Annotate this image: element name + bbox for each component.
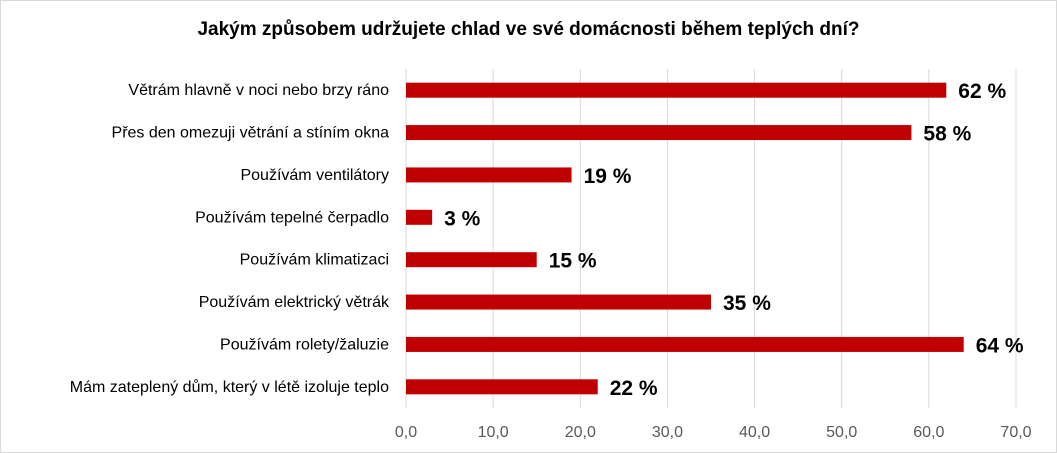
bar	[406, 252, 537, 268]
data-label: 3 %	[444, 207, 481, 230]
bar	[406, 379, 598, 395]
bar	[406, 82, 947, 98]
bar	[406, 336, 964, 352]
x-tick-label: 10,0	[478, 424, 509, 441]
chart-title: Jakým způsobem udržujete chlad ve své do…	[197, 19, 860, 40]
category-label: Mám zateplený dům, který v létě izoluje …	[70, 378, 389, 396]
data-label: 35 %	[723, 292, 771, 315]
x-tick-label: 70,0	[1000, 424, 1031, 441]
x-tick-label: 30,0	[652, 424, 683, 441]
x-tick-label: 40,0	[739, 424, 770, 441]
category-label: Používám elektrický větrák	[199, 294, 390, 311]
data-label: 19 %	[584, 165, 632, 188]
data-label: 58 %	[923, 123, 971, 146]
x-tick-label: 60,0	[913, 424, 944, 441]
category-label: Větrám hlavně v noci nebo brzy ráno	[128, 82, 389, 99]
bar	[406, 209, 433, 225]
data-label: 15 %	[549, 250, 597, 273]
x-tick-label: 0,0	[395, 424, 417, 441]
category-label: Používám klimatizaci	[240, 252, 389, 269]
bar	[406, 167, 572, 183]
category-label: Používám rolety/žaluzie	[220, 336, 389, 353]
data-label: 62 %	[958, 80, 1006, 103]
category-label: Přes den omezuji větrání a stíním okna	[112, 125, 390, 142]
data-label: 22 %	[610, 377, 658, 400]
bar	[406, 125, 912, 141]
bar	[406, 294, 711, 310]
category-label: Používám tepelné čerpadlo	[195, 209, 389, 226]
x-tick-label: 50,0	[826, 424, 857, 441]
data-label: 64 %	[976, 334, 1024, 357]
x-tick-label: 20,0	[565, 424, 596, 441]
category-label: Používám ventilátory	[240, 167, 389, 184]
